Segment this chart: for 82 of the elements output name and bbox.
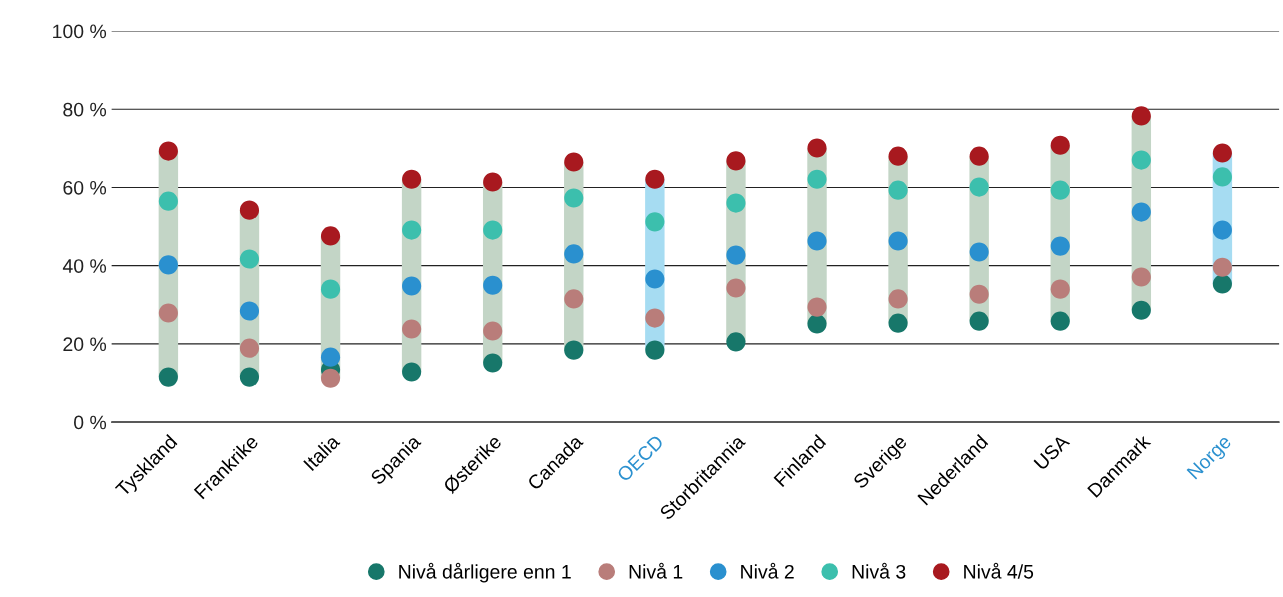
point [645,308,665,328]
y-tick-label: 80 % [63,102,107,117]
point [483,275,503,295]
point [1212,274,1232,294]
point [726,278,746,298]
point [239,301,260,321]
point [807,231,827,251]
point [564,188,584,208]
x-tick-label: USA [1033,433,1071,471]
point [158,303,178,323]
point [1212,220,1232,240]
point [402,319,422,339]
point [483,220,503,240]
y-tick-label: 60 % [63,180,107,195]
point [483,172,503,192]
point [807,297,827,317]
point [807,314,827,334]
point [158,367,178,387]
point [807,138,827,158]
legend-label: Nivå dårligere enn 1 [399,562,571,583]
point [969,311,989,331]
point [726,193,746,213]
point [1050,180,1070,200]
point [1131,106,1151,126]
point [726,245,746,265]
y-tick-label: 20 % [63,337,107,352]
point [320,347,341,367]
point [969,177,989,197]
point [483,321,503,341]
point [888,180,908,200]
legend-label: Nivå 1 [629,562,683,579]
point [1131,300,1151,320]
point [320,226,341,246]
point [726,151,746,171]
y-tick-label: 40 % [62,259,107,273]
point [645,269,665,289]
point [1050,279,1070,299]
y-tick-label: 100 % [53,24,107,39]
point [564,289,584,309]
point [402,220,422,240]
point [1050,311,1070,331]
point [969,146,989,166]
point [239,367,260,387]
point [1050,236,1070,256]
point [564,152,584,172]
point [1050,135,1070,155]
legend-label: Nivå 4/5 [964,562,1034,579]
point [239,200,260,220]
point [888,313,908,333]
point [969,242,989,262]
point [969,284,989,304]
point [158,255,178,275]
point [402,362,422,382]
point [564,244,584,264]
point [1212,167,1232,187]
point [402,169,422,189]
point [320,368,341,388]
point [888,289,908,309]
point [888,231,908,251]
y-tick-label: 0 % [74,415,107,430]
point [1131,202,1151,222]
point [726,332,746,352]
point [239,249,260,269]
point [402,276,422,296]
point [807,169,827,189]
point [239,338,260,358]
legend-label: Nivå 3 [852,562,906,579]
point [158,191,178,211]
point [1131,267,1151,287]
point [1212,257,1232,277]
point [483,353,503,373]
point [1212,143,1232,163]
point [1131,150,1151,170]
point [645,340,665,360]
point [645,169,665,189]
point [564,340,584,360]
x-tick-label: Italia [302,433,341,472]
point [888,146,908,166]
point [320,279,341,299]
legend-label: Nivå 2 [741,562,794,579]
point [158,141,178,161]
point [645,212,665,232]
